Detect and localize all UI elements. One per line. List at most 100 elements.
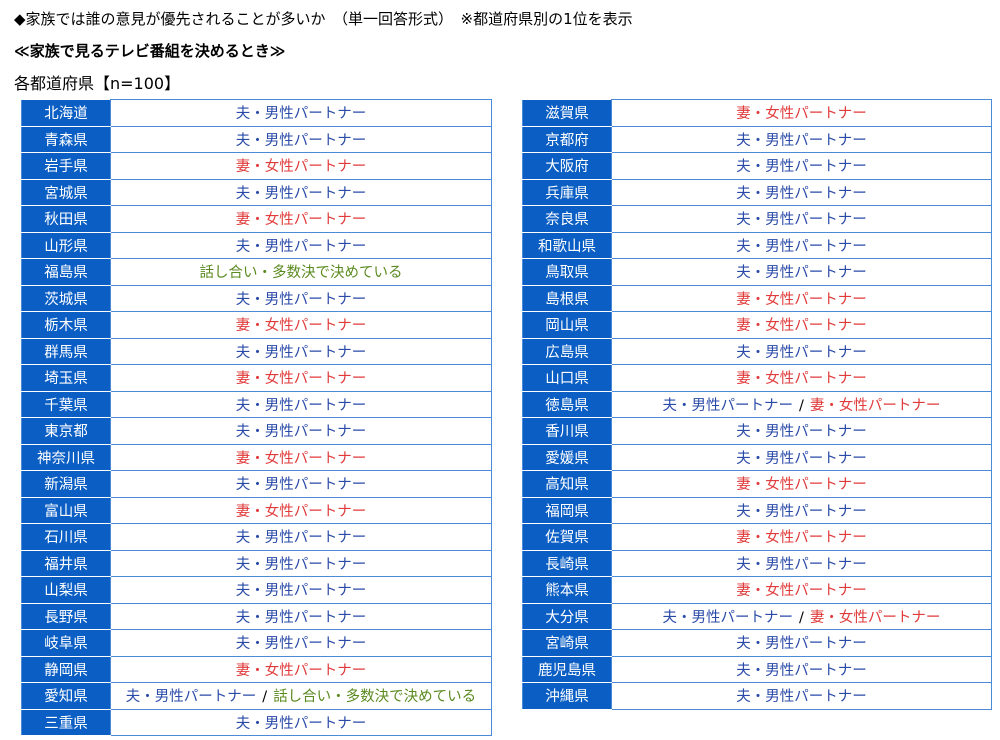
answer-text: 夫・男性パートナー <box>235 530 367 547</box>
prefecture-cell: 青森県 <box>21 125 111 153</box>
answer-cell: 妻・女性パートナー <box>611 284 992 312</box>
answer-cell: 夫・男性パートナー <box>611 629 992 657</box>
prefecture-cell: 宮城県 <box>21 178 111 206</box>
answer-text: 夫・男性パートナー <box>736 503 867 520</box>
answer-text: 夫・男性パートナー <box>736 185 867 202</box>
answer-text: 夫・男性パートナー <box>235 291 367 308</box>
answer-cell: 夫・男性パートナー <box>110 99 492 127</box>
answer-text: 夫・男性パートナー <box>736 424 867 441</box>
question-title: ◆家族では誰の意見が優先されることが多いか （単一回答形式） ※都道府県別の1位… <box>14 10 633 28</box>
table-row: 秋田県 妻・女性パートナー <box>21 205 492 233</box>
prefecture-cell: 東京都 <box>21 417 111 445</box>
prefecture-cell: 神奈川県 <box>21 443 111 471</box>
answer-text: 夫・男性パートナー <box>736 689 867 706</box>
table-row: 京都府 夫・男性パートナー <box>522 125 992 153</box>
answer-cell: 夫・男性パートナー <box>110 178 492 206</box>
prefecture-cell: 山形県 <box>21 231 111 259</box>
answer-text: 夫・男性パートナー <box>235 477 367 494</box>
table-row: 鹿児島県 夫・男性パートナー <box>522 655 992 683</box>
answer-text: 夫・男性パートナー <box>736 450 867 467</box>
prefecture-cell: 岡山県 <box>522 311 612 339</box>
table-row: 広島県 夫・男性パートナー <box>522 337 992 365</box>
answer-text: 夫・男性パートナー <box>736 556 867 573</box>
answer-cell: 夫・男性パートナー <box>110 523 492 551</box>
answer-cell: 夫・男性パートナー <box>611 125 992 153</box>
answer-text: 妻・女性パートナー <box>235 318 367 335</box>
prefecture-cell: 奈良県 <box>522 205 612 233</box>
answer-text: 夫・男性パートナー <box>662 397 794 414</box>
prefecture-cell: 栃木県 <box>21 311 111 339</box>
answer-cell: 夫・男性パートナー <box>110 629 492 657</box>
answer-text: 妻・女性パートナー <box>736 106 867 123</box>
table-row: 奈良県 夫・男性パートナー <box>522 205 992 233</box>
answer-cell: 夫・男性パートナー <box>611 443 992 471</box>
prefecture-cell: 富山県 <box>21 496 111 524</box>
left-prefecture-table: 北海道 夫・男性パートナー 青森県 夫・男性パートナー 岩手県 妻・女性パートナー 宮城県夫… <box>21 99 492 736</box>
table-row: 石川県 夫・男性パートナー <box>21 523 492 551</box>
answer-cell: 夫・男性パートナー <box>611 152 992 180</box>
table-row: 熊本県 妻・女性パートナー <box>522 576 992 604</box>
answer-text: 夫・男性パートナー <box>235 424 367 441</box>
answer-cell: 妻・女性パートナー <box>110 496 492 524</box>
answer-text: 夫・男性パートナー <box>736 212 867 229</box>
prefecture-cell: 大分県 <box>522 602 612 630</box>
answer-cell: 夫・男性パートナー <box>110 602 492 630</box>
answer-text: 夫・男性パートナー <box>235 238 367 255</box>
prefecture-cell: 新潟県 <box>21 470 111 498</box>
table-row: 新潟県 夫・男性パートナー <box>21 470 492 498</box>
answer-text: 夫・男性パートナー <box>736 238 867 255</box>
answer-text: 夫・男性パートナー <box>235 609 367 626</box>
table-row: 大分県 夫・男性パートナー / 妻・女性パートナー <box>522 602 992 630</box>
prefecture-cell: 兵庫県 <box>522 178 612 206</box>
answer-text: 妻・女性パートナー <box>235 371 367 388</box>
answer-text: 妻・女性パートナー <box>736 530 867 547</box>
table-row: 三重県 夫・男性パートナー <box>21 708 492 736</box>
answer-cell: 妻・女性パートナー <box>110 152 492 180</box>
answer-cell: 妻・女性パートナー <box>611 523 992 551</box>
prefecture-cell: 長崎県 <box>522 549 612 577</box>
table-row: 栃木県 妻・女性パートナー <box>21 311 492 339</box>
answer-cell: 妻・女性パートナー <box>110 364 492 392</box>
table-row: 神奈川県 妻・女性パートナー <box>21 443 492 471</box>
answer-text: 夫・男性パートナー <box>736 344 867 361</box>
answer-text: 夫・男性パートナー <box>235 397 367 414</box>
prefecture-cell: 佐賀県 <box>522 523 612 551</box>
prefecture-cell: 愛媛県 <box>522 443 612 471</box>
answer-cell: 妻・女性パートナー <box>611 576 992 604</box>
prefecture-cell: 山口県 <box>522 364 612 392</box>
prefecture-cell: 徳島県 <box>522 390 612 418</box>
prefecture-cell: 千葉県 <box>21 390 111 418</box>
table-row: 茨城県 夫・男性パートナー <box>21 284 492 312</box>
prefecture-cell: 三重県 <box>21 708 111 736</box>
table-row: 埼玉県 妻・女性パートナー <box>21 364 492 392</box>
table-row: 香川県 夫・男性パートナー <box>522 417 992 445</box>
answer-cell: 夫・男性パートナー <box>110 284 492 312</box>
prefecture-cell: 岐阜県 <box>21 629 111 657</box>
prefecture-cell: 高知県 <box>522 470 612 498</box>
answer-cell: 夫・男性パートナー / 妻・女性パートナー <box>611 602 992 630</box>
answer-text: 夫・男性パートナー <box>235 185 367 202</box>
answer-text: 妻・女性パートナー <box>809 397 941 414</box>
table-row: 長崎県 夫・男性パートナー <box>522 549 992 577</box>
table-row: 千葉県 夫・男性パートナー <box>21 390 492 418</box>
answer-text: 妻・女性パートナー <box>736 318 867 335</box>
answer-text: 夫・男性パートナー <box>736 265 867 282</box>
answer-cell: 夫・男性パートナー <box>110 417 492 445</box>
table-row: 高知県 妻・女性パートナー <box>522 470 992 498</box>
separator: / <box>799 397 804 414</box>
sample-size: 各都道府県【n=100】 <box>14 74 181 93</box>
prefecture-cell: 茨城県 <box>21 284 111 312</box>
prefecture-cell: 鹿児島県 <box>522 655 612 683</box>
prefecture-cell: 宮崎県 <box>522 629 612 657</box>
answer-text: 妻・女性パートナー <box>736 371 867 388</box>
answer-text: 妻・女性パートナー <box>235 662 367 679</box>
table-row: 北海道 夫・男性パートナー <box>21 99 492 127</box>
right-prefecture-table: 滋賀県 妻・女性パートナー 京都府 夫・男性パートナー 大阪府 夫・男性パートナー 兵庫県夫… <box>522 99 992 710</box>
answer-cell: 夫・男性パートナー <box>611 417 992 445</box>
prefecture-cell: 鳥取県 <box>522 258 612 286</box>
answer-cell: 夫・男性パートナー / 話し合い・多数決で決めている <box>110 682 492 710</box>
answer-cell: 妻・女性パートナー <box>110 655 492 683</box>
prefecture-cell: 静岡県 <box>21 655 111 683</box>
answer-cell: 夫・男性パートナー <box>611 258 992 286</box>
answer-cell: 妻・女性パートナー <box>611 311 992 339</box>
